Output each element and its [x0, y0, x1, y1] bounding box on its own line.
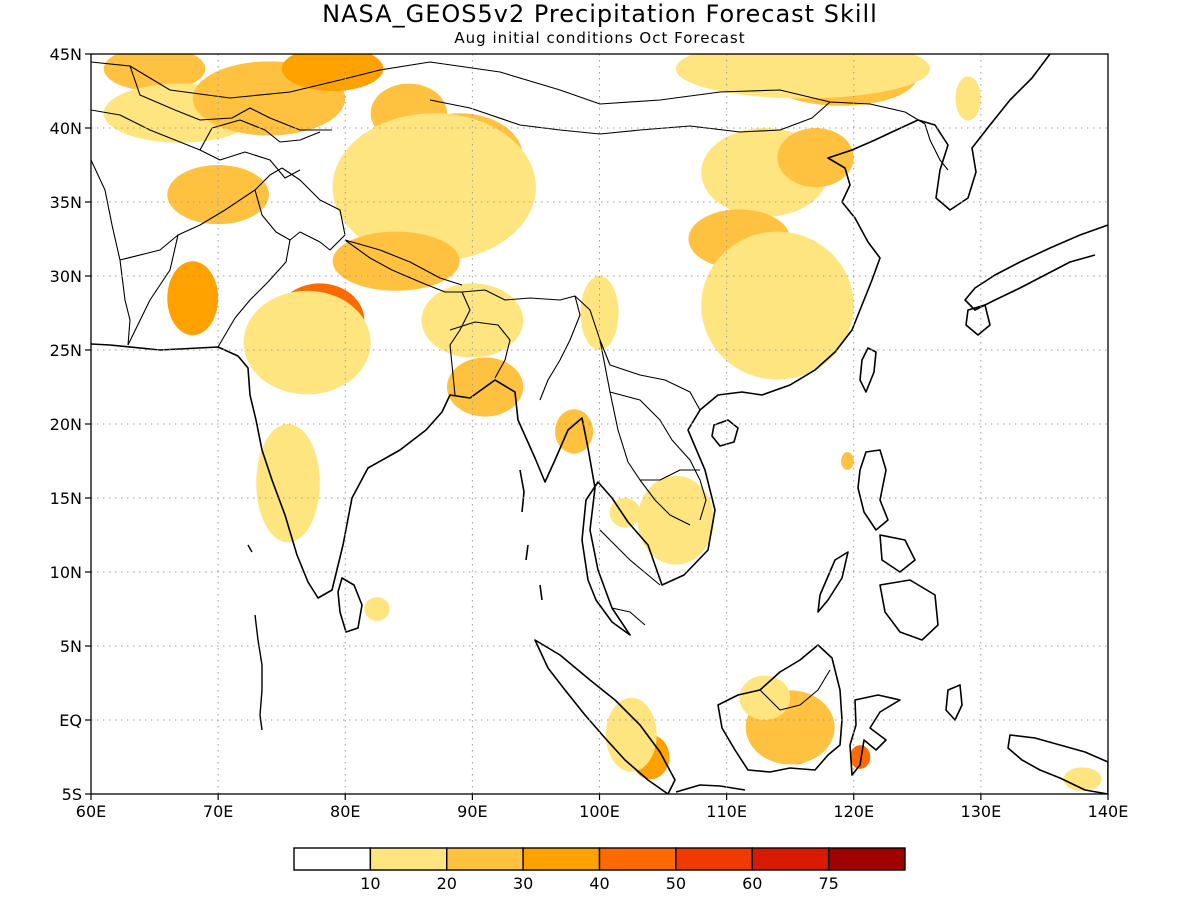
borneo-coastline [717, 644, 843, 773]
y-tick-label: EQ [59, 711, 82, 730]
hainan-coastline [711, 419, 739, 447]
skill-region-0 [103, 54, 206, 91]
skill-region-34 [605, 697, 657, 772]
colorbar-label: 40 [589, 874, 609, 893]
colorbar-label: 75 [818, 874, 838, 893]
skill-region-15 [555, 409, 594, 454]
y-tick-label: 15N [50, 489, 82, 508]
x-tick-label: 100E [579, 802, 620, 821]
country-borders-layer [91, 61, 949, 711]
skill-region-25 [256, 424, 320, 543]
y-tick-label: 25N [50, 341, 82, 360]
y-tick-label: 45N [50, 45, 82, 64]
colorbar-swatch [751, 847, 830, 871]
palawan-coastline [817, 551, 849, 613]
halmahera-coastline [945, 684, 963, 721]
skill-region-7 [243, 290, 371, 395]
skill-region-36 [1063, 767, 1102, 792]
japan-kyushu-coastline [965, 304, 991, 336]
colorbar: 10 20 30 40 50 60 75 [293, 847, 906, 893]
skill-region-21 [675, 54, 930, 99]
skill-region-5 [167, 261, 219, 336]
andaman-islands [519, 469, 543, 601]
skill-region-3 [281, 54, 384, 91]
x-tick-label: 80E [330, 802, 360, 821]
x-tick-label: 130E [961, 802, 1002, 821]
colorbar-label: 30 [513, 874, 533, 893]
mindanao-coastline [879, 579, 939, 641]
coastline-layer [91, 54, 1108, 794]
skill-region-17 [777, 128, 854, 188]
colorbar-swatch [522, 847, 601, 871]
skill-region-19 [701, 231, 854, 380]
skill-region-12 [421, 283, 524, 358]
x-axis-ticks: 60E 70E 80E 90E 100E 110E 120E 130E 140E [76, 794, 1129, 821]
skill-region-11 [332, 231, 460, 291]
colorbar-label: 20 [437, 874, 457, 893]
skill-shading-layer [103, 54, 1102, 792]
y-tick-label: 40N [50, 119, 82, 138]
map-title: NASA_GEOS5v2 Precipitation Forecast Skil… [322, 0, 878, 28]
taiwan-coastline [859, 347, 877, 393]
skill-region-22 [955, 76, 981, 121]
y-tick-label: 35N [50, 193, 82, 212]
skill-region-26 [364, 597, 390, 621]
y-axis-ticks: 45N 40N 35N 30N 25N 20N 15N 10N 5N EQ 5S [50, 45, 91, 804]
java-coastline [675, 784, 746, 793]
y-tick-label: 20N [50, 415, 82, 434]
map-subtitle: Aug initial conditions Oct Forecast [454, 29, 746, 47]
skill-region-23 [841, 452, 854, 470]
x-tick-label: 70E [203, 802, 233, 821]
y-tick-label: 5N [60, 637, 82, 656]
skill-region-10 [332, 113, 536, 262]
x-tick-label: 140E [1088, 802, 1129, 821]
skill-region-32 [739, 675, 791, 720]
maldives-islands [247, 544, 263, 731]
x-tick-label: 90E [457, 802, 487, 821]
colorbar-swatch [598, 847, 677, 871]
mainland-coastline [91, 54, 1051, 636]
colorbar-label: 10 [360, 874, 380, 893]
x-tick-label: 120E [833, 802, 874, 821]
y-tick-label: 30N [50, 267, 82, 286]
skill-region-28 [637, 475, 714, 565]
sumatra-coastline [534, 639, 676, 794]
y-tick-label: 5S [62, 785, 82, 804]
sri-lanka-coastline [337, 577, 363, 633]
visayas-coastline [879, 534, 916, 573]
colorbar-swatch [369, 847, 448, 871]
x-tick-label: 60E [76, 802, 106, 821]
colorbar-swatch [446, 847, 524, 871]
new-guinea-coastline [1007, 734, 1108, 794]
colorbar-swatch [675, 847, 753, 871]
colorbar-label: 60 [742, 874, 762, 893]
grid-lines [91, 54, 1108, 794]
luzon-coastline [857, 449, 889, 531]
x-tick-label: 110E [706, 802, 747, 821]
sulawesi-coastline [849, 694, 901, 776]
colorbar-label: 50 [666, 874, 686, 893]
skill-region-4 [167, 165, 269, 225]
colorbar-swatch [827, 847, 906, 871]
colorbar-swatch [293, 847, 372, 871]
y-tick-label: 10N [50, 563, 82, 582]
skill-region-35 [849, 745, 871, 769]
japan-coastline [964, 224, 1108, 311]
